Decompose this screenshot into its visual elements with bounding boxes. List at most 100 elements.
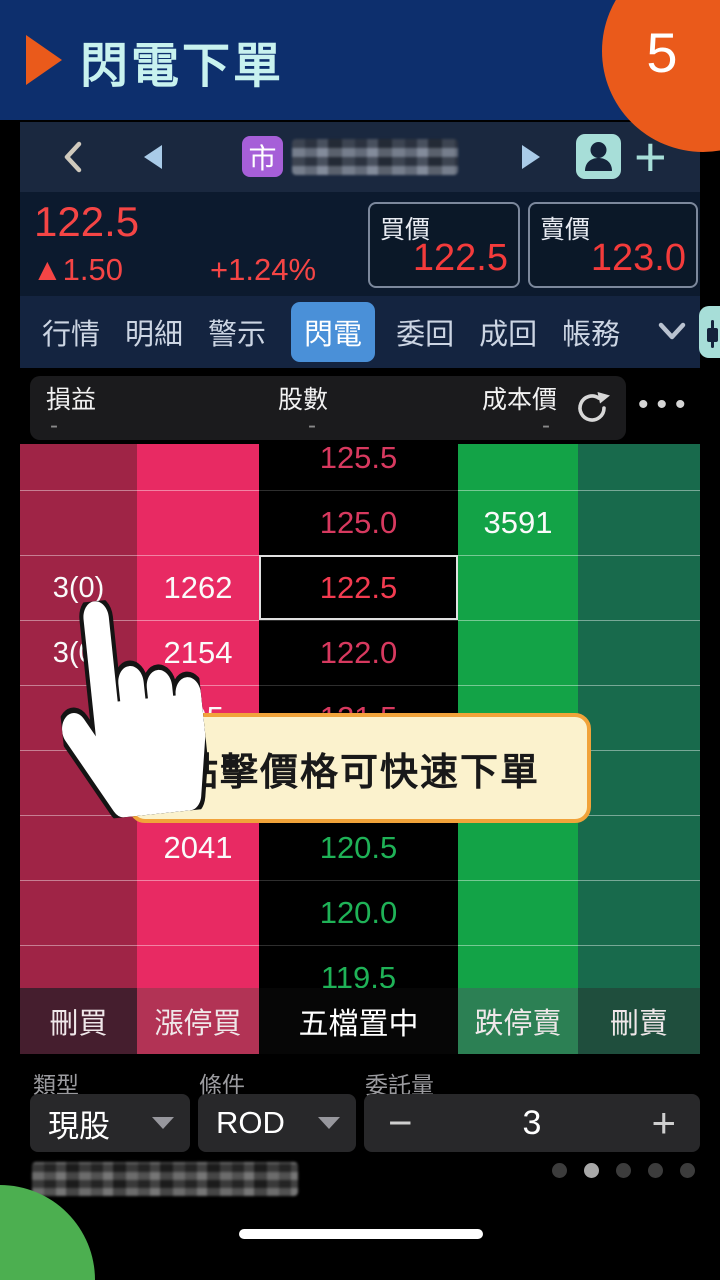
tab-4[interactable]: 委回 (396, 319, 455, 351)
bid-volume-cell[interactable] (137, 444, 259, 490)
ask-volume-cell[interactable] (458, 880, 578, 945)
bid-orders-cell[interactable]: 3(0) (20, 555, 137, 620)
tab-0[interactable]: 行情 (42, 319, 101, 351)
price-cell[interactable]: 122.5 (259, 555, 458, 620)
position-summary-panel: 損益 - 股數 - 成本價 - (30, 376, 626, 440)
page-dot-0[interactable] (552, 1163, 567, 1178)
ask-volume-cell[interactable] (458, 945, 578, 988)
ask-orders-cell[interactable] (578, 685, 700, 750)
price-change-percent: +1.24% (210, 252, 317, 287)
ask-price-box[interactable]: 賣價 123.0 (528, 202, 698, 288)
home-indicator[interactable] (239, 1229, 483, 1239)
ladder-row: 2041 120.5 (20, 815, 700, 880)
account-icon[interactable] (576, 134, 621, 179)
bid-volume-cell[interactable]: 2041 (137, 815, 259, 880)
slide-header: 閃電下單 (0, 0, 720, 120)
next-stock-icon[interactable] (522, 145, 540, 169)
tab-3[interactable]: 閃電 (291, 302, 376, 362)
bid-volume-cell[interactable] (137, 490, 259, 555)
slide-title: 閃電下單 (80, 40, 285, 93)
page-dot-4[interactable] (680, 1163, 695, 1178)
condition-caret-icon (318, 1117, 340, 1129)
limit-down-sell-button[interactable]: 跌停賣 (458, 988, 578, 1054)
limit-up-buy-button[interactable]: 漲停買 (137, 988, 259, 1054)
prev-stock-icon[interactable] (144, 145, 162, 169)
ask-price: 123.0 (590, 237, 686, 279)
del-buy-button[interactable]: 刪買 (20, 988, 137, 1054)
tab-5[interactable]: 成回 (479, 319, 538, 351)
ladder-row: 3(0) 1262 122.5 (20, 555, 700, 620)
tab-bar: 行情 明細 警示 閃電 委回 成回 帳務 (20, 296, 720, 368)
ask-orders-cell[interactable] (578, 490, 700, 555)
last-price: 122.5 (34, 198, 140, 245)
page-dot-2[interactable] (616, 1163, 631, 1178)
qty-plus-button[interactable]: + (651, 1099, 676, 1146)
price-cell[interactable]: 122.0 (259, 620, 458, 685)
ask-volume-cell[interactable] (458, 620, 578, 685)
bullet-arrow-icon (26, 35, 62, 85)
app-nav-bar: 市 + (20, 122, 700, 192)
page-dot-1[interactable] (584, 1163, 599, 1178)
qty-label: 委託量 (365, 1072, 434, 1098)
bid-orders-cell[interactable] (20, 880, 137, 945)
bid-price-box[interactable]: 買價 122.5 (368, 202, 520, 288)
cost-label: 成本價 (482, 386, 558, 414)
ask-orders-cell[interactable] (578, 750, 700, 815)
pl-label: 損益 (46, 386, 97, 414)
page-dot-3[interactable] (648, 1163, 663, 1178)
qty-minus-button[interactable]: − (388, 1099, 413, 1146)
ladder-row: 119.5 (20, 945, 700, 988)
ask-orders-cell[interactable] (578, 620, 700, 685)
ask-volume-cell[interactable] (458, 444, 578, 490)
more-options-icon[interactable]: ••• (638, 388, 694, 421)
candlestick-chart-icon[interactable] (699, 306, 720, 358)
condition-value: ROD (216, 1105, 285, 1140)
condition-select[interactable]: ROD (198, 1094, 356, 1152)
price-cell[interactable]: 119.5 (259, 945, 458, 988)
type-value: 現股 (48, 1108, 110, 1144)
bid-orders-cell[interactable] (20, 490, 137, 555)
price-cell[interactable]: 120.0 (259, 880, 458, 945)
pl-value: - (50, 412, 58, 439)
ladder-action-bar: 刪買 漲停買 五檔置中 跌停賣 刪賣 (20, 988, 700, 1054)
ask-orders-cell[interactable] (578, 444, 700, 490)
bid-orders-cell[interactable] (20, 444, 137, 490)
page-number: 5 (646, 21, 678, 84)
hand-pointer-icon (57, 595, 210, 823)
redacted-footer-text (32, 1162, 298, 1196)
ask-volume-cell[interactable] (458, 555, 578, 620)
corner-decoration (0, 1185, 95, 1280)
tab-2[interactable]: 警示 (208, 319, 267, 351)
bid-volume-cell[interactable]: 1262 (137, 555, 259, 620)
bid-orders-cell[interactable] (20, 815, 137, 880)
tab-6[interactable]: 帳務 (562, 319, 621, 351)
ask-volume-cell[interactable]: 3591 (458, 490, 578, 555)
more-tabs-chevron-icon[interactable] (657, 321, 687, 343)
price-cell[interactable]: 120.5 (259, 815, 458, 880)
refresh-icon[interactable] (570, 385, 616, 431)
center-five-button[interactable]: 五檔置中 (259, 988, 458, 1054)
price-change: ▲1.50 (32, 252, 124, 287)
ask-orders-cell[interactable] (578, 945, 700, 988)
type-select[interactable]: 現股 (30, 1094, 190, 1152)
type-caret-icon (152, 1117, 174, 1129)
price-cell[interactable]: 125.0 (259, 490, 458, 555)
bid-volume-cell[interactable] (137, 880, 259, 945)
bid-price: 122.5 (412, 237, 508, 279)
ask-orders-cell[interactable] (578, 815, 700, 880)
bid-label: 買價 (380, 216, 431, 244)
del-sell-button[interactable]: 刪賣 (578, 988, 700, 1054)
tooltip-text: 點擊價格可快速下單 (179, 751, 540, 794)
ask-orders-cell[interactable] (578, 555, 700, 620)
ask-orders-cell[interactable] (578, 880, 700, 945)
tab-1[interactable]: 明細 (125, 319, 184, 351)
page-indicator (552, 1163, 695, 1178)
ladder-row: 120.0 (20, 880, 700, 945)
ask-volume-cell[interactable] (458, 815, 578, 880)
quote-section: 122.5 ▲1.50 +1.24% 買價 122.5 賣價 123.0 (20, 192, 700, 296)
bid-volume-cell[interactable] (137, 945, 259, 988)
ladder-row: 125.0 3591 (20, 490, 700, 555)
back-chevron-icon[interactable] (62, 140, 84, 174)
price-cell[interactable]: 125.5 (259, 444, 458, 490)
bid-orders-cell[interactable] (20, 945, 137, 988)
